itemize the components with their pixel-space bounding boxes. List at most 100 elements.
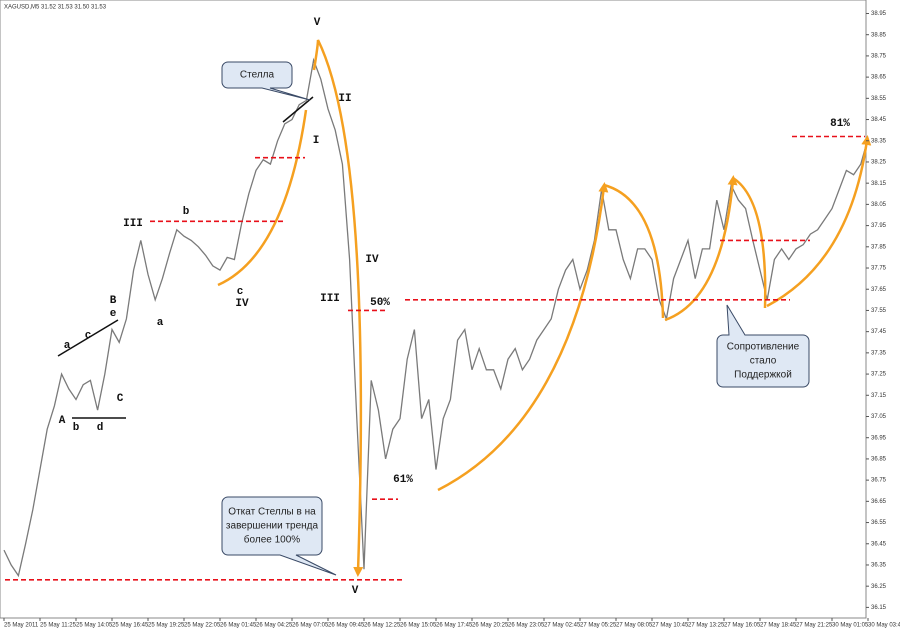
- chart-title: XAGUSD,M5 31.52 31.53 31.50 31.53: [4, 5, 107, 11]
- y-tick-label: 38.35: [871, 138, 887, 144]
- y-tick-label: 36.65: [871, 499, 887, 505]
- trend-line: [282, 96, 314, 123]
- y-tick-label: 36.25: [871, 584, 887, 590]
- x-tick-label: 25 May 16:45: [112, 623, 149, 629]
- arc: [766, 135, 872, 308]
- x-tick-label: 26 May 04:25: [256, 623, 293, 629]
- trend-lines: [57, 96, 314, 419]
- x-tick-label: 26 May 01:45: [220, 623, 257, 629]
- wave-label: a: [157, 317, 164, 329]
- x-tick-label: 27 May 05:25: [580, 623, 617, 629]
- arc: [217, 109, 308, 287]
- y-tick-label: 38.45: [871, 117, 887, 123]
- wave-label: e: [110, 308, 117, 320]
- arc: [732, 176, 767, 309]
- y-tick-label: 38.55: [871, 96, 887, 102]
- callout-text: Сопротивление: [727, 342, 800, 353]
- callout-box: [221, 496, 337, 576]
- y-tick-label: 38.65: [871, 75, 887, 81]
- wave-label: a: [64, 340, 71, 352]
- callout-text: более 100%: [244, 534, 300, 546]
- price-line: [3, 57, 869, 578]
- wave-label: c: [237, 286, 244, 298]
- y-tick-label: 37.75: [871, 266, 887, 272]
- y-tick-label: 38.75: [871, 53, 887, 59]
- wave-label: III: [320, 293, 340, 305]
- arc: [664, 175, 738, 322]
- x-tick-label: 26 May 23:05: [508, 623, 545, 629]
- y-tick-label: 37.45: [871, 329, 887, 335]
- arc: [437, 182, 609, 492]
- wave-label: 50%: [370, 297, 390, 309]
- y-tick-label: 38.85: [871, 32, 887, 38]
- y-tick-label: 37.35: [871, 350, 887, 356]
- wave-label: A: [59, 415, 66, 427]
- y-tick-label: 36.45: [871, 541, 887, 547]
- wave-label: 81%: [830, 118, 850, 130]
- x-tick-label: 27 May 18:45: [760, 623, 797, 629]
- callout-box: [716, 304, 810, 388]
- arcs: [217, 39, 872, 577]
- wave-label: B: [110, 295, 117, 307]
- arc: [603, 183, 665, 319]
- wave-label: c: [85, 330, 92, 342]
- callouts: [221, 61, 810, 576]
- x-tick-label: 26 May 15:05: [400, 623, 437, 629]
- wave-label: V: [314, 17, 321, 29]
- callout-box: [221, 61, 311, 101]
- y-tick-label: 36.55: [871, 520, 887, 526]
- x-tick-label: 25 May 19:25: [148, 623, 185, 629]
- y-tick-label: 37.65: [871, 287, 887, 293]
- y-tick-label: 38.05: [871, 202, 887, 208]
- callout-text: стало: [750, 356, 777, 367]
- callout-text: Стелла: [240, 70, 275, 81]
- y-tick-label: 36.35: [871, 563, 887, 569]
- callout-text: Откат Стеллы в на: [228, 507, 316, 518]
- y-tick-label: 37.55: [871, 308, 887, 314]
- y-tick-label: 36.15: [871, 605, 887, 611]
- x-tick-label: 25 May 2011: [4, 623, 39, 629]
- arc: [312, 39, 364, 577]
- trend-line: [57, 319, 119, 357]
- x-tick-label: 26 May 17:45: [436, 623, 473, 629]
- wave-label: IV: [235, 298, 249, 310]
- x-tick-label: 26 May 20:25: [472, 623, 509, 629]
- y-tick-label: 38.25: [871, 160, 887, 166]
- x-tick-label: 26 May 09:45: [328, 623, 365, 629]
- y-tick-label: 37.25: [871, 372, 887, 378]
- y-tick-label: 37.95: [871, 223, 887, 229]
- y-tick-label: 36.95: [871, 435, 887, 441]
- x-tick-label: 26 May 07:05: [292, 623, 329, 629]
- x-tick-label: 30 May 03:45: [868, 623, 900, 629]
- x-tick-label: 27 May 08:05: [616, 623, 653, 629]
- callout-text: завершении тренда: [226, 521, 319, 532]
- y-tick-label: 37.85: [871, 244, 887, 250]
- x-tick-label: 27 May 10:45: [652, 623, 689, 629]
- x-tick-label: 25 May 11:25: [40, 623, 77, 629]
- wave-label: III: [123, 218, 143, 230]
- y-tick-label: 38.15: [871, 181, 887, 187]
- wave-label: IV: [365, 254, 379, 266]
- wave-label: C: [117, 393, 124, 405]
- x-tick-label: 27 May 21:25: [796, 623, 833, 629]
- x-tick-label: 30 May 01:05: [832, 623, 869, 629]
- plot-frame: [0, 0, 867, 619]
- wave-label: b: [183, 206, 190, 218]
- x-tick-label: 26 May 12:25: [364, 623, 401, 629]
- x-tick-label: 25 May 22:05: [184, 623, 221, 629]
- wave-label: I: [313, 135, 320, 147]
- y-tick-label: 37.15: [871, 393, 887, 399]
- x-tick-label: 25 May 14:05: [76, 623, 113, 629]
- x-tick-label: 27 May 16:05: [724, 623, 761, 629]
- wave-label: d: [97, 422, 104, 434]
- wave-label: II: [338, 93, 351, 105]
- wave-label: V: [352, 585, 359, 597]
- series-layer: [3, 57, 869, 578]
- wave-label: b: [73, 422, 80, 434]
- y-tick-label: 37.05: [871, 414, 887, 420]
- x-tick-label: 27 May 02:45: [544, 623, 581, 629]
- x-tick-label: 27 May 13:25: [688, 623, 725, 629]
- callout-text: Поддержкой: [734, 370, 792, 381]
- wave-label: 61%: [393, 474, 413, 486]
